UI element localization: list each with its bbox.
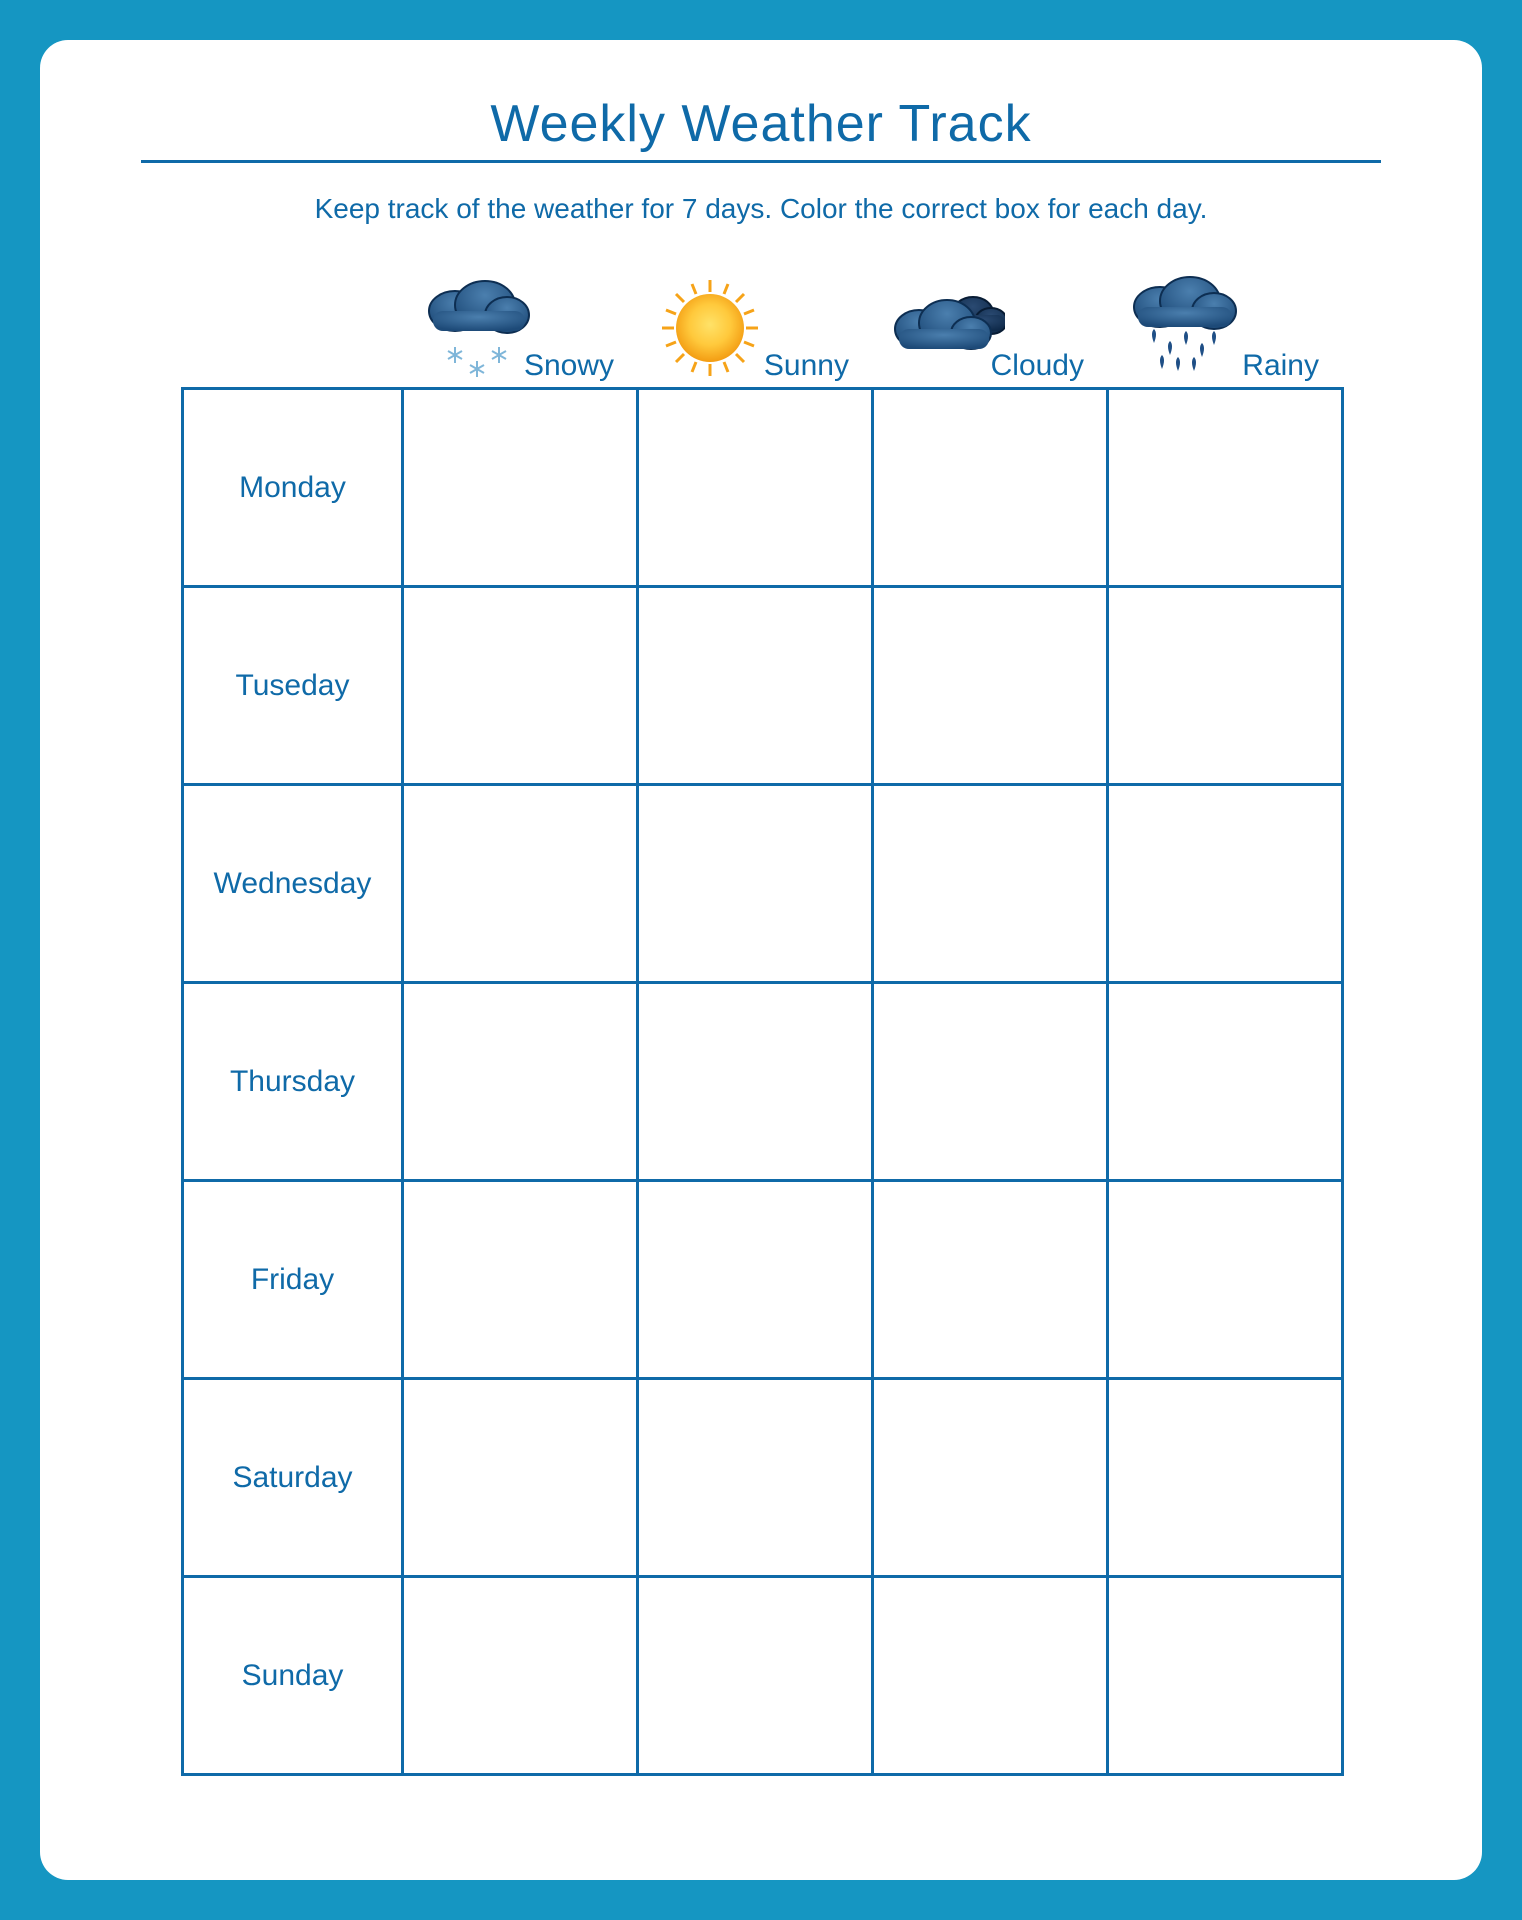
weather-cell[interactable] (873, 1577, 1108, 1775)
day-label: Monday (183, 389, 403, 587)
weather-cell[interactable] (873, 983, 1108, 1181)
page-frame: Weekly Weather Track Keep track of the w… (0, 0, 1522, 1920)
day-label: Sunday (183, 1577, 403, 1775)
weather-cell[interactable] (403, 1379, 638, 1577)
weather-cell[interactable] (1108, 983, 1343, 1181)
weather-cell[interactable] (1108, 1577, 1343, 1775)
column-header-rainy: Rainy (1106, 247, 1341, 387)
column-label: Rainy (1242, 349, 1319, 383)
instructions-text: Keep track of the weather for 7 days. Co… (315, 193, 1208, 225)
table-row: Wednesday (183, 785, 1343, 983)
weather-cell[interactable] (403, 785, 638, 983)
weather-cell[interactable] (1108, 785, 1343, 983)
weather-cell[interactable] (638, 785, 873, 983)
weather-cell[interactable] (403, 1181, 638, 1379)
day-label: Thursday (183, 983, 403, 1181)
weather-cell[interactable] (873, 587, 1108, 785)
day-label: Wednesday (183, 785, 403, 983)
table-row: Saturday (183, 1379, 1343, 1577)
column-label: Sunny (764, 349, 849, 383)
column-header-sunny: Sunny (636, 247, 871, 387)
weather-cell[interactable] (1108, 587, 1343, 785)
day-label: Tuseday (183, 587, 403, 785)
weather-cell[interactable] (1108, 1181, 1343, 1379)
tracker-table: Monday Tuseday Wednesday (181, 387, 1344, 1776)
rainy-icon (1120, 273, 1240, 383)
tracker-table-wrap: Snowy (181, 247, 1341, 1776)
weather-cell[interactable] (873, 785, 1108, 983)
day-label: Friday (183, 1181, 403, 1379)
column-header-snowy: Snowy (401, 247, 636, 387)
weather-cell[interactable] (638, 587, 873, 785)
title-rule (141, 160, 1381, 163)
sunny-icon (650, 273, 770, 383)
table-row: Monday (183, 389, 1343, 587)
weather-cell[interactable] (403, 983, 638, 1181)
weather-cell[interactable] (403, 1577, 638, 1775)
table-row: Tuseday (183, 587, 1343, 785)
weather-cell[interactable] (1108, 389, 1343, 587)
weather-cell[interactable] (873, 1181, 1108, 1379)
weather-cell[interactable] (873, 389, 1108, 587)
weather-cell[interactable] (638, 1181, 873, 1379)
weather-cell[interactable] (403, 587, 638, 785)
table-row: Sunday (183, 1577, 1343, 1775)
weather-cell[interactable] (873, 1379, 1108, 1577)
column-header-cloudy: Cloudy (871, 247, 1106, 387)
column-label: Cloudy (991, 349, 1084, 383)
table-row: Thursday (183, 983, 1343, 1181)
snowy-icon (415, 273, 535, 383)
column-headers: Snowy (181, 247, 1341, 387)
weather-cell[interactable] (638, 1379, 873, 1577)
weather-cell[interactable] (638, 389, 873, 587)
weather-cell[interactable] (638, 983, 873, 1181)
cloudy-icon (885, 273, 1005, 383)
weather-cell[interactable] (403, 389, 638, 587)
worksheet-card: Weekly Weather Track Keep track of the w… (40, 40, 1482, 1880)
weather-cell[interactable] (1108, 1379, 1343, 1577)
column-label: Snowy (524, 349, 614, 383)
table-row: Friday (183, 1181, 1343, 1379)
day-label: Saturday (183, 1379, 403, 1577)
weather-cell[interactable] (638, 1577, 873, 1775)
page-title: Weekly Weather Track (490, 94, 1031, 154)
